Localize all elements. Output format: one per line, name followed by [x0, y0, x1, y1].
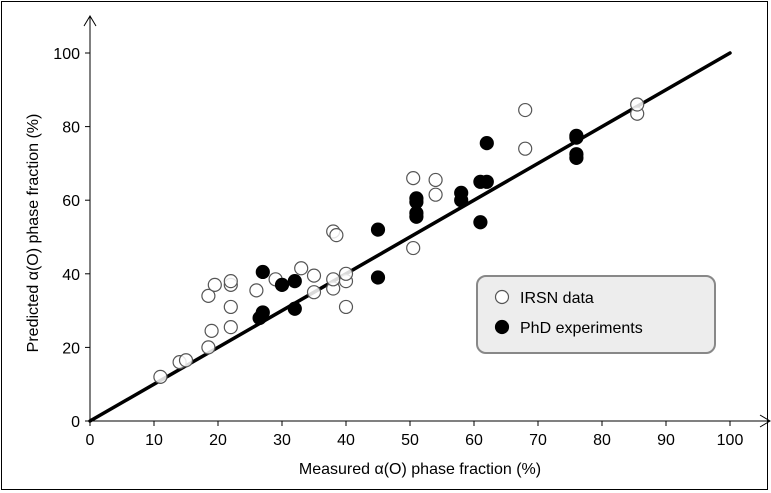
phd-experiment-point [287, 274, 302, 289]
phd-experiment-point [454, 185, 469, 200]
irsn-data-point [223, 320, 238, 335]
irsn-data-point [204, 323, 219, 338]
irsn-data-point [338, 266, 354, 281]
y-tick-label: 20 [62, 340, 80, 357]
x-axis-title: Measured α(O) phase fraction (%) [299, 461, 541, 478]
irsn-data-point [306, 285, 322, 300]
irsn-data-point [306, 268, 322, 283]
irsn-data-point [428, 172, 443, 188]
x-axis-arrow [759, 414, 771, 428]
y-tick-label: 80 [62, 120, 80, 137]
phd-experiment-point [569, 128, 584, 143]
x-tick-label: 60 [465, 432, 483, 449]
axes [83, 15, 771, 428]
tick-labels: 0 10 20 30 40 50 60 70 80 90 100 0 20 40 60 80 100 [53, 46, 743, 449]
irsn-data-point [406, 240, 421, 256]
irsn-data-point [178, 353, 194, 368]
irsn-data-point [326, 272, 341, 287]
phd-experiment-point [479, 136, 494, 151]
x-tick-label: 20 [209, 432, 227, 449]
irsn-data-point [223, 299, 238, 315]
phd-experiment-point [274, 277, 290, 292]
irsn-data-point [223, 274, 238, 289]
irsn-data-point [338, 299, 354, 315]
legend-box [476, 275, 716, 354]
irsn-data-point [207, 277, 222, 292]
y-tick-label: 100 [53, 46, 80, 63]
x-tick-label: 10 [145, 432, 163, 449]
y-tick-label: 40 [62, 267, 80, 284]
legend-label-phd: PhD experiments [520, 320, 643, 337]
x-tick-label: 70 [529, 432, 547, 449]
y-axis-arrow [83, 15, 97, 27]
phd-experiment-point [287, 301, 302, 316]
x-tick-label: 100 [717, 432, 744, 449]
reference-line [88, 51, 732, 423]
phd-experiment-point [569, 147, 584, 162]
phd-experiment-point [370, 270, 386, 285]
irsn-data-point [406, 171, 421, 186]
irsn-data-point [201, 288, 216, 303]
legend: IRSN data PhD experiments [476, 275, 716, 354]
y-axis-title: Predicted α(O) phase fraction (%) [25, 114, 42, 353]
irsn-data-point [249, 283, 264, 298]
x-tick-label: 80 [593, 432, 611, 449]
phd-experiment-point [255, 305, 270, 320]
legend-marker-phd [494, 319, 510, 335]
phd-experiment-point [473, 215, 488, 230]
irsn-data-point [153, 369, 168, 384]
irsn-data-point [428, 187, 443, 202]
irsn-data-point [630, 97, 645, 112]
x-tick-label: 40 [337, 432, 355, 449]
x-tick-label: 0 [86, 432, 95, 449]
irsn-data-point [201, 340, 216, 355]
irsn-data-point [518, 141, 533, 156]
x-tick-label: 90 [657, 432, 675, 449]
irsn-data-point [518, 102, 533, 118]
x-tick-label: 30 [273, 432, 291, 449]
y-tick-label: 60 [62, 193, 80, 210]
y-tick-label: 0 [71, 414, 80, 431]
irsn-data-point [294, 261, 309, 276]
reference-line-group [88, 51, 732, 423]
data-points [153, 97, 645, 384]
phd-experiment-point [409, 191, 424, 206]
irsn-data-point [329, 228, 344, 243]
phd-experiment-point [255, 264, 270, 280]
phd-experiment-point [370, 222, 386, 237]
phd-experiment-point [479, 174, 494, 189]
legend-label-irsn: IRSN data [520, 290, 594, 307]
x-tick-label: 50 [401, 432, 419, 449]
legend-marker-irsn [494, 289, 510, 305]
